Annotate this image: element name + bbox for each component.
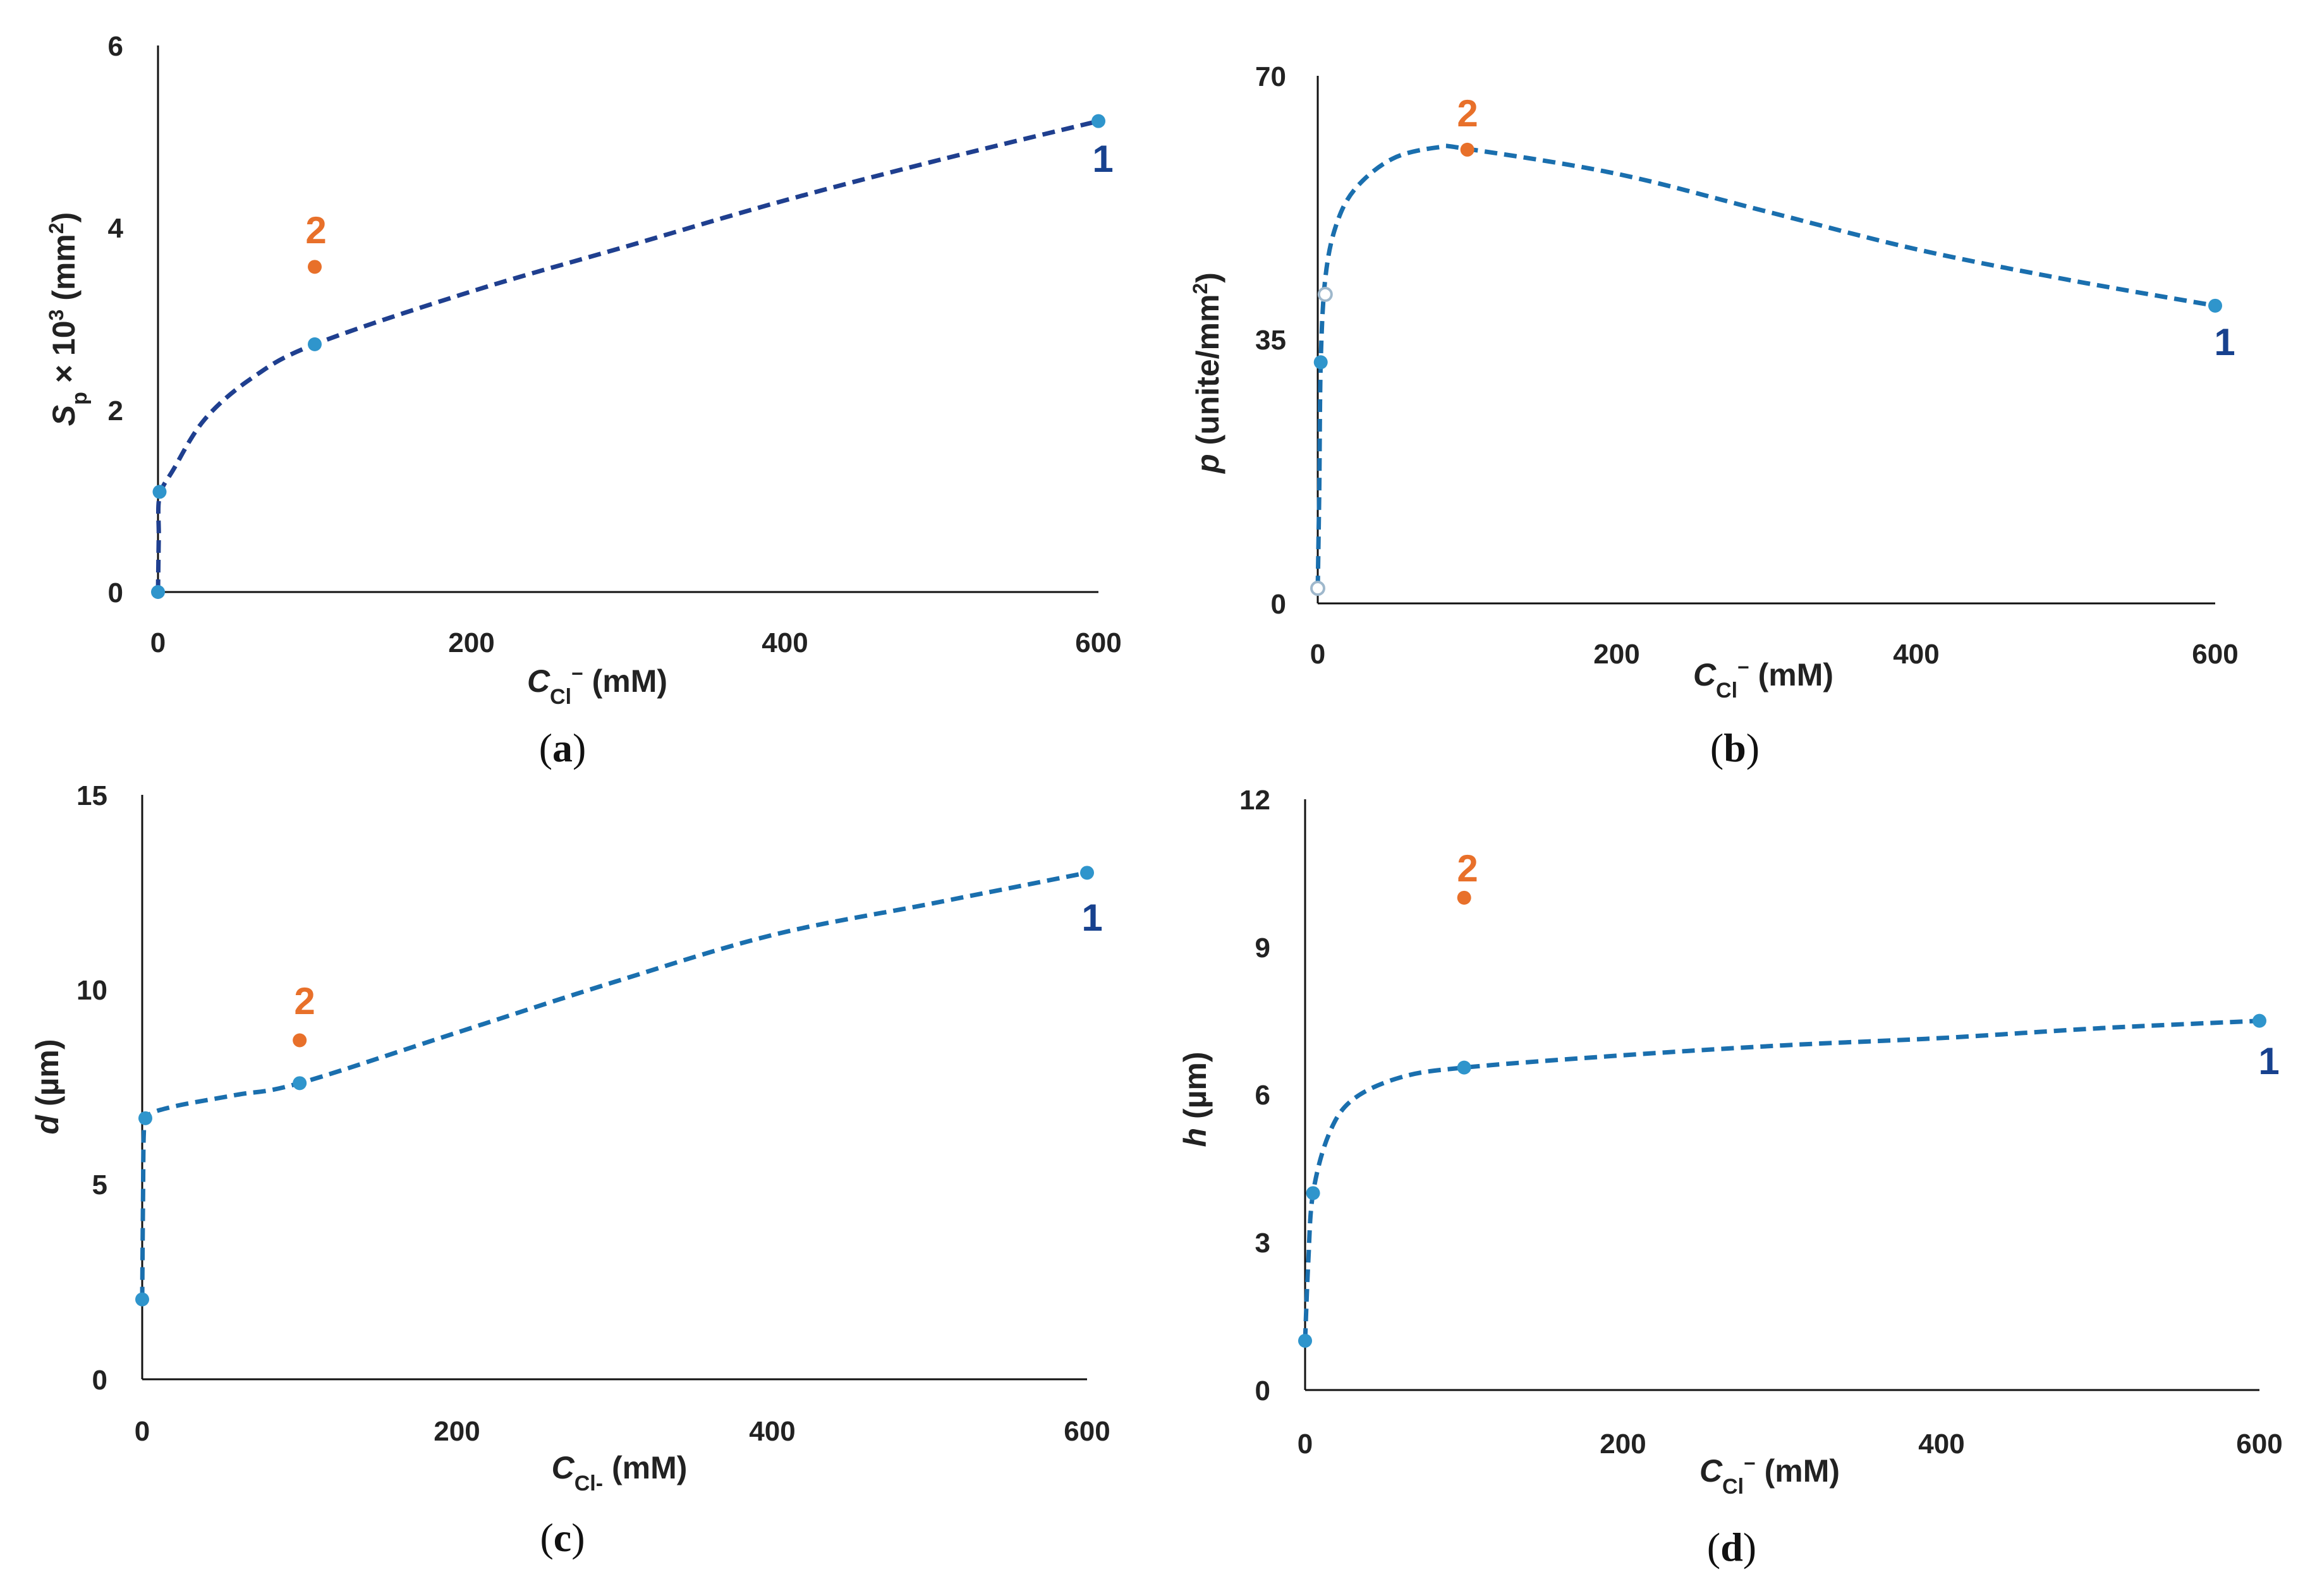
panel-c-point-3 [293,1076,307,1091]
panel-b-points [1310,142,2222,596]
panel-d: 0 3 6 9 12 0 200 400 600 1 2 h (µm) CCl−… [1177,785,2283,1569]
panel-b-ticks: 0 35 70 0 200 400 600 [1255,61,2239,670]
panel-c-curve [140,870,1088,1300]
panel-c-caption: (c) [540,1515,585,1560]
panel-d-point-2 [1306,1186,1320,1200]
panel-c-point-4 [1080,866,1094,880]
panel-d-point-1 [1298,1334,1312,1348]
panel-b-ytick-1: 35 [1255,325,1286,356]
panel-d-series-label-1: 1 [2258,1040,2279,1082]
panel-c-xtick-0: 0 [135,1416,150,1447]
panel-b-x-axis-title: CCl− (mM) [1693,656,1833,703]
panel-a-xtick-1: 200 [448,627,494,658]
panel-a-series-label-2: 2 [305,209,326,251]
panel-b-xtick-0: 0 [1310,639,1325,670]
panel-a-point-3 [308,337,322,351]
panel-a-points [151,114,1105,599]
panel-b-series-label-1: 1 [2214,321,2235,363]
panel-d-ytick-3: 9 [1255,933,1270,964]
panel-c-xtick-2: 400 [749,1416,795,1447]
panel-b-point-1 [1310,581,1325,596]
panel-a-xtick-3: 600 [1075,627,1121,658]
panel-d-ytick-0: 0 [1255,1375,1270,1406]
panel-b-xtick-3: 600 [2192,639,2238,670]
panel-a-y-axis-title: Sp × 103 (mm2) [45,212,92,426]
panel-d-caption: (d) [1707,1525,1756,1569]
panel-b-ytick-2: 70 [1255,61,1286,92]
panel-a-point-2 [152,485,167,499]
panel-d-ytick-4: 12 [1239,785,1270,816]
panel-c-y-axis-title: d (µm) [30,1039,65,1134]
panel-a-point-1 [151,585,165,599]
panel-a-xtick-2: 400 [762,627,808,658]
panel-c-xtick-3: 600 [1064,1416,1110,1447]
panel-d-ticks: 0 3 6 9 12 0 200 400 600 [1239,785,2283,1460]
panel-c-x-axis-title: CCl- (mM) [552,1450,688,1496]
panel-c-point-1 [135,1292,149,1307]
panel-b-point-hollow [1317,286,1333,302]
panel-a-ytick-2: 4 [108,213,124,244]
panel-b-point-3 [2208,298,2222,313]
panel-a-point-orange [308,260,322,274]
panel-b-caption: (b) [1710,725,1760,770]
panel-d-point-3 [1457,1060,1471,1075]
panel-a-point-4 [1091,114,1105,128]
panel-d-point-orange [1457,890,1471,905]
panel-b-point-orange [1460,142,1474,157]
panel-c-series-label-1: 1 [1081,897,1102,939]
panel-a: 0 2 4 6 0 200 400 600 1 2 Sp × 103 (mm2)… [45,31,1122,770]
panel-c-ytick-0: 0 [92,1365,107,1396]
panel-a-xtick-0: 0 [150,627,166,658]
panel-b-xtick-1: 200 [1593,639,1639,670]
panel-c-xtick-1: 200 [434,1416,480,1447]
panel-a-caption: (a) [539,725,587,770]
panel-b-y-axis-title: p (unite/mm2) [1189,272,1225,475]
panel-d-point-4 [2252,1013,2266,1028]
panel-a-x-axis-title: CCl− (mM) [527,662,667,709]
panel-d-xtick-1: 200 [1600,1429,1646,1460]
panel-d-ytick-1: 3 [1255,1228,1270,1259]
panel-c-ytick-2: 10 [76,975,107,1006]
panel-d-xtick-3: 600 [2236,1429,2282,1460]
panel-a-series-label-1: 1 [1092,138,1113,180]
panel-b: 0 35 70 0 200 400 600 1 2 p (unite/mm2) … [1189,61,2239,770]
panel-c-points [135,866,1094,1307]
panel-b-point-2 [1313,355,1328,370]
panel-d-curve [1303,1019,2260,1341]
panel-d-xtick-2: 400 [1918,1429,1964,1460]
panel-c-ticks: 0 5 10 15 0 200 400 600 [76,780,1110,1447]
panel-d-points [1298,890,2266,1348]
panel-d-y-axis-title: h (µm) [1177,1051,1213,1147]
panel-a-ytick-1: 2 [108,396,123,426]
panel-c-series-label-2: 2 [294,980,315,1022]
panel-c-ytick-3: 15 [76,780,107,811]
panel-d-xtick-0: 0 [1298,1429,1313,1460]
panel-d-ytick-2: 6 [1255,1080,1270,1111]
panel-d-x-axis-title: CCl− (mM) [1699,1452,1840,1499]
panel-b-curve [1315,143,2216,589]
panel-c-point-2 [138,1111,152,1125]
panel-c-ytick-1: 5 [92,1170,107,1200]
panel-a-curve [155,119,1099,593]
panel-a-ytick-0: 0 [108,577,123,608]
panel-b-xtick-2: 400 [1893,639,1939,670]
panel-a-ytick-3: 6 [108,31,123,62]
panel-b-ytick-0: 0 [1271,589,1286,620]
panel-d-series-label-2: 2 [1457,847,1478,890]
panel-c: 0 5 10 15 0 200 400 600 1 2 d (µm) CCl- … [30,780,1110,1560]
panel-c-point-orange [293,1033,307,1048]
panel-a-ticks: 0 2 4 6 0 200 400 600 [108,31,1122,658]
panel-b-series-label-2: 2 [1457,92,1478,135]
